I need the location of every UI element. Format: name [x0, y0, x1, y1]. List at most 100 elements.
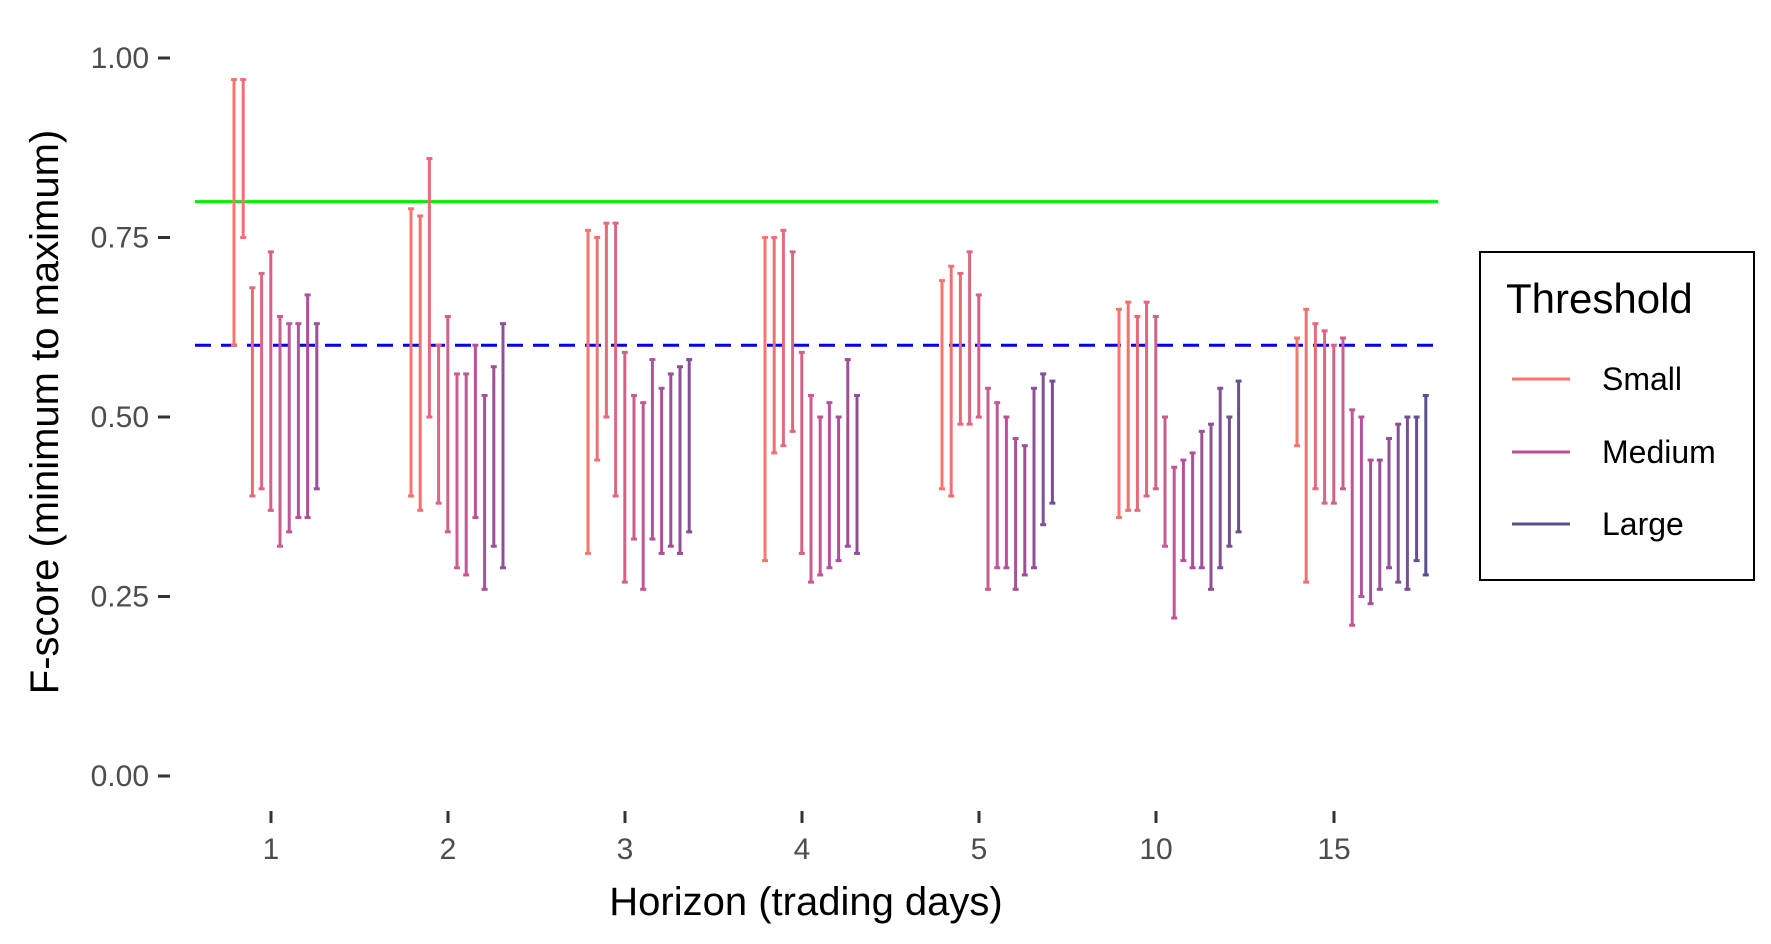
error-bar [1116, 307, 1122, 520]
y-tick-label: 0.50 [91, 401, 149, 434]
x-tick-label: 4 [794, 833, 811, 866]
error-bar [1226, 415, 1233, 548]
y-axis: 0.00 0.25 0.50 0.75 1.00 [91, 42, 170, 793]
error-bar [1198, 429, 1205, 570]
error-bar [1012, 437, 1019, 591]
legend-label: Large [1602, 506, 1684, 542]
error-bar [426, 157, 433, 419]
error-bar [1312, 322, 1319, 491]
y-tick-label: 0.00 [91, 760, 149, 793]
y-tick-label: 1.00 [91, 42, 149, 75]
x-tick-label: 1 [263, 833, 280, 866]
error-bar [1134, 314, 1141, 512]
error-bar [1395, 422, 1402, 584]
error-bar [249, 286, 256, 498]
error-bar [500, 322, 506, 570]
error-bar [966, 250, 973, 426]
error-bar [1358, 415, 1365, 598]
error-bar [277, 314, 283, 548]
error-bar [286, 322, 293, 534]
reference-lines [195, 200, 1438, 347]
error-bar [231, 78, 237, 347]
error-bar [957, 271, 964, 426]
error-bar [808, 393, 814, 584]
error-bar [1386, 437, 1392, 570]
error-bar [994, 401, 1001, 570]
error-bar [1404, 415, 1411, 591]
error-bar [1152, 314, 1159, 491]
error-bar [1413, 415, 1420, 563]
error-bar [490, 365, 497, 548]
error-bar [1180, 458, 1187, 563]
error-bar [1125, 300, 1132, 512]
error-bar [1208, 422, 1214, 591]
error-bar [1162, 415, 1168, 548]
x-tick-label: 10 [1139, 833, 1172, 866]
x-axis: 1 2 3 4 5 10 15 [263, 811, 1351, 866]
error-bar [1235, 379, 1242, 534]
error-bar [1049, 379, 1056, 505]
error-bar [780, 228, 787, 448]
error-bar [1171, 465, 1178, 620]
legend: Threshold Small Medium Large [1479, 251, 1755, 581]
error-bar [631, 393, 637, 541]
error-bar [798, 350, 805, 555]
error-bar [762, 236, 768, 563]
error-bar [817, 415, 824, 577]
error-bar [658, 386, 665, 555]
error-bar [1376, 458, 1383, 591]
error-bar [771, 236, 778, 455]
error-bar [603, 221, 610, 419]
error-bar [594, 236, 601, 462]
error-bar [640, 401, 647, 591]
error-bar [408, 207, 414, 498]
error-bar [1321, 329, 1328, 505]
x-tick-label: 15 [1317, 833, 1350, 866]
y-axis-title: F-score (minimum to maximum) [23, 130, 67, 694]
error-bar [621, 350, 628, 584]
error-bar [454, 372, 460, 570]
error-bar [1303, 307, 1310, 584]
error-bar [667, 372, 674, 548]
error-bar [463, 372, 470, 577]
error-bar [677, 365, 683, 555]
x-axis-title: Horizon (trading days) [609, 880, 1003, 924]
error-bar [612, 221, 619, 498]
error-bar [1294, 336, 1300, 448]
error-bar [258, 271, 265, 491]
error-bar [1189, 451, 1196, 570]
error-bar [1367, 458, 1374, 606]
legend-label: Small [1602, 361, 1682, 397]
error-bar [435, 343, 442, 505]
error-bar [267, 250, 274, 512]
error-bar [1422, 393, 1429, 577]
error-bars [231, 78, 1429, 627]
error-bar [1340, 336, 1346, 491]
y-tick-label: 0.75 [91, 222, 149, 255]
error-bar [1349, 408, 1356, 627]
error-bar [985, 386, 991, 591]
error-bar [789, 250, 796, 433]
error-bar [304, 293, 311, 520]
legend-label: Medium [1602, 434, 1716, 470]
error-bar [1143, 300, 1150, 498]
error-bar [1040, 372, 1047, 527]
error-bar [472, 343, 479, 520]
x-tick-label: 5 [971, 833, 988, 866]
error-bar [313, 322, 320, 491]
error-bar [481, 393, 488, 591]
error-bar [835, 415, 842, 563]
error-bar [417, 214, 424, 512]
error-bar [854, 393, 860, 555]
error-bar [1330, 343, 1337, 505]
error-bar [1003, 415, 1010, 570]
error-bar [240, 78, 247, 239]
error-bar [649, 358, 656, 541]
error-bar [1217, 386, 1224, 570]
error-bar [948, 264, 955, 498]
error-bar [844, 358, 851, 548]
error-bar [444, 314, 451, 534]
error-bar [295, 322, 302, 520]
error-bar [1021, 444, 1028, 577]
